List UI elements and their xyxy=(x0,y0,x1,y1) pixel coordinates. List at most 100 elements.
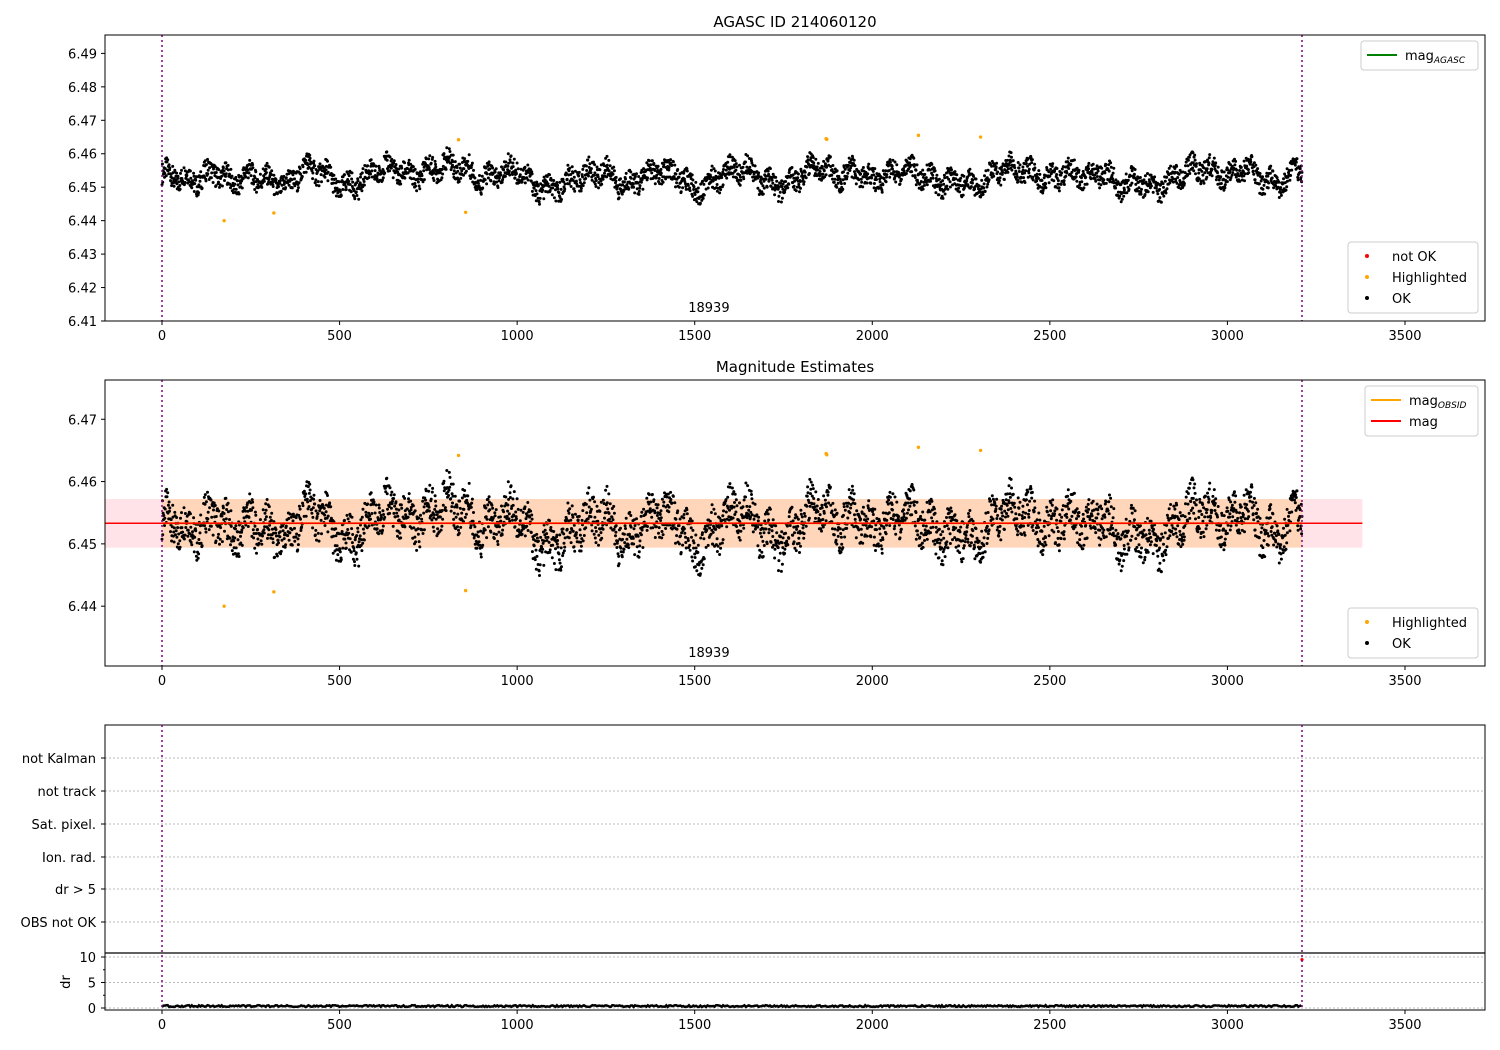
data-point xyxy=(530,189,534,193)
data-point xyxy=(995,161,999,165)
data-point xyxy=(1000,172,1004,176)
data-point xyxy=(1200,169,1204,173)
data-point xyxy=(167,163,171,167)
data-point xyxy=(177,532,181,536)
data-point xyxy=(350,515,354,519)
data-point xyxy=(1270,176,1274,180)
data-point xyxy=(722,168,725,171)
data-point xyxy=(442,479,446,483)
data-point xyxy=(355,194,359,197)
data-point xyxy=(377,532,381,536)
data-point xyxy=(204,527,208,531)
data-point xyxy=(780,179,784,183)
data-point xyxy=(701,531,704,535)
data-point xyxy=(1285,167,1289,171)
data-point xyxy=(835,169,839,173)
data-point xyxy=(511,518,514,522)
data-point xyxy=(803,170,807,174)
data-point xyxy=(752,517,756,521)
data-point xyxy=(1254,163,1258,167)
data-point xyxy=(168,509,171,513)
data-point xyxy=(314,528,318,532)
data-point xyxy=(945,171,948,175)
data-point xyxy=(413,167,417,171)
data-point xyxy=(488,508,492,512)
data-point xyxy=(1288,178,1292,182)
data-point xyxy=(504,160,508,164)
data-point xyxy=(888,175,892,179)
data-point xyxy=(413,535,417,539)
data-point xyxy=(787,171,791,174)
data-point xyxy=(343,537,347,541)
data-point xyxy=(218,537,222,541)
data-point xyxy=(629,514,633,517)
data-point xyxy=(181,530,185,534)
data-point xyxy=(1201,179,1205,183)
data-point xyxy=(605,163,609,167)
data-point xyxy=(197,191,201,195)
data-point xyxy=(279,552,283,556)
data-point xyxy=(511,165,515,169)
data-point xyxy=(536,184,540,188)
data-point xyxy=(955,173,959,177)
data-point xyxy=(351,557,355,561)
data-point xyxy=(485,536,489,540)
data-point xyxy=(581,539,585,543)
data-point xyxy=(323,524,327,527)
data-point xyxy=(738,163,741,167)
data-point xyxy=(987,178,991,182)
data-point xyxy=(1219,175,1223,179)
data-point xyxy=(236,530,240,534)
data-point xyxy=(639,533,643,537)
data-point xyxy=(369,517,372,521)
data-point xyxy=(1161,182,1165,186)
data-point xyxy=(1243,179,1246,183)
x-tick-label: 2000 xyxy=(856,329,889,344)
data-point xyxy=(1222,188,1226,192)
data-point xyxy=(986,182,990,186)
data-point xyxy=(414,540,418,544)
data-point xyxy=(637,550,641,554)
data-point xyxy=(825,165,828,169)
data-point xyxy=(657,516,661,520)
data-point xyxy=(958,179,962,183)
data-point xyxy=(646,176,649,180)
data-point xyxy=(496,543,500,546)
data-point xyxy=(1066,156,1070,160)
data-point xyxy=(172,540,176,544)
data-point xyxy=(902,167,905,171)
data-point xyxy=(486,497,490,501)
data-point xyxy=(572,545,576,549)
data-point xyxy=(777,200,780,203)
data-point xyxy=(1041,191,1045,195)
data-point xyxy=(1250,155,1254,159)
data-point xyxy=(324,510,328,514)
data-point xyxy=(935,173,939,177)
data-point xyxy=(890,164,894,168)
data-point xyxy=(1110,174,1114,177)
data-point xyxy=(260,185,264,189)
data-point xyxy=(269,518,273,522)
data-point xyxy=(295,180,299,184)
data-point xyxy=(525,176,529,180)
data-point xyxy=(501,523,505,527)
data-point xyxy=(895,163,899,167)
data-point xyxy=(293,526,296,530)
data-point xyxy=(222,512,226,515)
x-tick-label: 1500 xyxy=(678,329,711,344)
data-point xyxy=(577,514,581,518)
data-point xyxy=(1266,186,1270,190)
data-point xyxy=(447,488,451,492)
data-point xyxy=(1149,182,1153,186)
data-point xyxy=(1245,164,1249,168)
data-point xyxy=(725,176,729,180)
data-point xyxy=(948,185,952,189)
data-point xyxy=(1057,189,1061,193)
data-point xyxy=(749,515,752,519)
data-point xyxy=(908,157,912,161)
data-point xyxy=(422,178,426,182)
data-point xyxy=(612,165,616,169)
data-point xyxy=(496,186,500,189)
data-point xyxy=(1231,171,1235,175)
data-point xyxy=(576,518,580,522)
